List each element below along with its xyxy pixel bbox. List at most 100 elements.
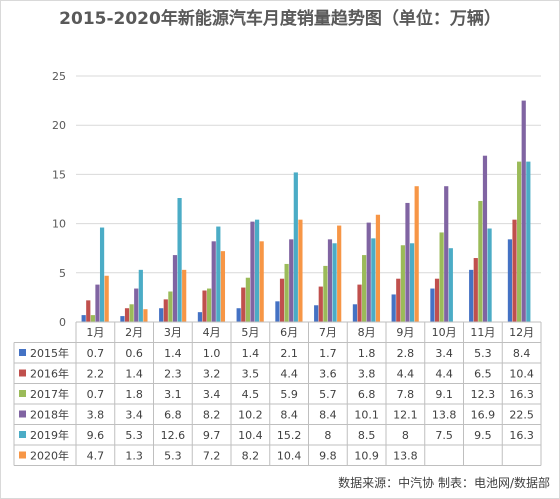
data-label: 7.5 [435, 429, 453, 442]
data-label: 9.6 [87, 429, 105, 442]
y-tick-label: 25 [52, 70, 66, 83]
y-tick-label: 20 [52, 119, 66, 132]
data-label: 3.5 [242, 368, 260, 381]
x-tick-label: 4月 [203, 326, 221, 339]
bar [293, 172, 298, 322]
y-tick-label: 0 [59, 316, 66, 329]
bar [245, 277, 250, 322]
x-tick-label: 9月 [396, 326, 414, 339]
bar [289, 239, 294, 322]
data-label: 6.8 [164, 409, 182, 422]
data-label: 0.6 [125, 347, 143, 360]
bar [400, 245, 405, 322]
bar [159, 308, 164, 322]
bar [375, 214, 381, 322]
bar [211, 241, 216, 322]
bar [414, 186, 419, 322]
legend-swatch [19, 410, 26, 418]
data-label: 10.2 [238, 409, 263, 422]
bar [284, 263, 289, 322]
bar [512, 219, 517, 322]
bar [448, 248, 453, 322]
legend-swatch [19, 369, 26, 377]
data-label: 0.7 [87, 388, 105, 401]
legend-swatch [19, 451, 26, 459]
legend-label: 2019年 [30, 428, 69, 442]
data-label: 1.0 [203, 347, 221, 360]
data-label: 10.9 [354, 450, 379, 463]
bar [86, 300, 91, 322]
bar [129, 304, 134, 322]
bar [469, 269, 474, 322]
data-label: 16.9 [471, 409, 496, 422]
legend-swatch [19, 349, 26, 356]
bar [444, 186, 449, 322]
data-label: 13.8 [393, 450, 418, 463]
data-label: 5.7 [319, 388, 337, 401]
x-tick-label: 10月 [432, 326, 457, 339]
data-label: 15.2 [277, 429, 302, 442]
bar [197, 312, 203, 322]
bar [366, 222, 371, 322]
bar [134, 288, 139, 322]
legend-label: 2017年 [30, 387, 69, 401]
data-label: 3.4 [203, 388, 221, 401]
y-tick-label: 5 [59, 267, 66, 280]
bar [220, 251, 226, 322]
bars [81, 100, 531, 322]
data-label: 8.4 [513, 347, 531, 360]
data-label: 3.8 [87, 409, 105, 422]
bar [163, 299, 168, 322]
data-label: 1.7 [319, 347, 337, 360]
data-label: 16.3 [509, 429, 534, 442]
data-label: 1.3 [125, 450, 143, 463]
data-label: 10.4 [509, 368, 534, 381]
bar [275, 301, 280, 322]
bar [318, 286, 323, 322]
legend-label: 2020年 [30, 449, 69, 463]
data-label: 1.4 [242, 347, 260, 360]
data-label: 7.8 [397, 388, 415, 401]
bar [120, 316, 125, 322]
data-label: 2.3 [164, 368, 182, 381]
data-label: 3.4 [125, 409, 143, 422]
bar [396, 278, 401, 322]
bar [124, 308, 130, 322]
bar [143, 309, 148, 322]
y-tick-label: 10 [52, 218, 66, 231]
data-label: 2.8 [397, 347, 415, 360]
data-label: 1.4 [125, 368, 143, 381]
data-label: 12.3 [471, 388, 496, 401]
bar [327, 239, 333, 322]
bar [439, 232, 444, 322]
data-label: 4.7 [87, 450, 105, 463]
data-table: 1月 2月 3月 4月 5月 6月 7月 8月 9月 10月 11月 12月 2015年 0.7 0.6 1.… [13, 321, 542, 466]
bar [216, 226, 221, 322]
data-label: 9.1 [435, 388, 453, 401]
data-label: 3.8 [358, 368, 376, 381]
bar [337, 225, 342, 322]
bar [473, 258, 478, 322]
x-tick-label: 7月 [319, 326, 337, 339]
data-label: 5.3 [474, 347, 492, 360]
bar [207, 288, 212, 322]
bar [104, 275, 109, 322]
data-label: 3.6 [319, 368, 337, 381]
legend-label: 2016年 [30, 367, 69, 381]
x-tick-label: 2月 [125, 326, 143, 339]
x-tick-label: 12月 [509, 326, 534, 339]
data-label: 5.3 [164, 450, 182, 463]
bar [298, 219, 303, 322]
bar [362, 255, 367, 322]
data-label: 3.4 [435, 347, 453, 360]
bar [279, 278, 285, 322]
data-label: 6.5 [474, 368, 492, 381]
data-label: 8.5 [358, 429, 376, 442]
bar [405, 202, 410, 322]
data-label: 9.8 [319, 450, 337, 463]
bar [357, 284, 362, 322]
bar [371, 238, 376, 322]
data-label: 22.5 [509, 409, 534, 422]
bar [95, 284, 100, 322]
